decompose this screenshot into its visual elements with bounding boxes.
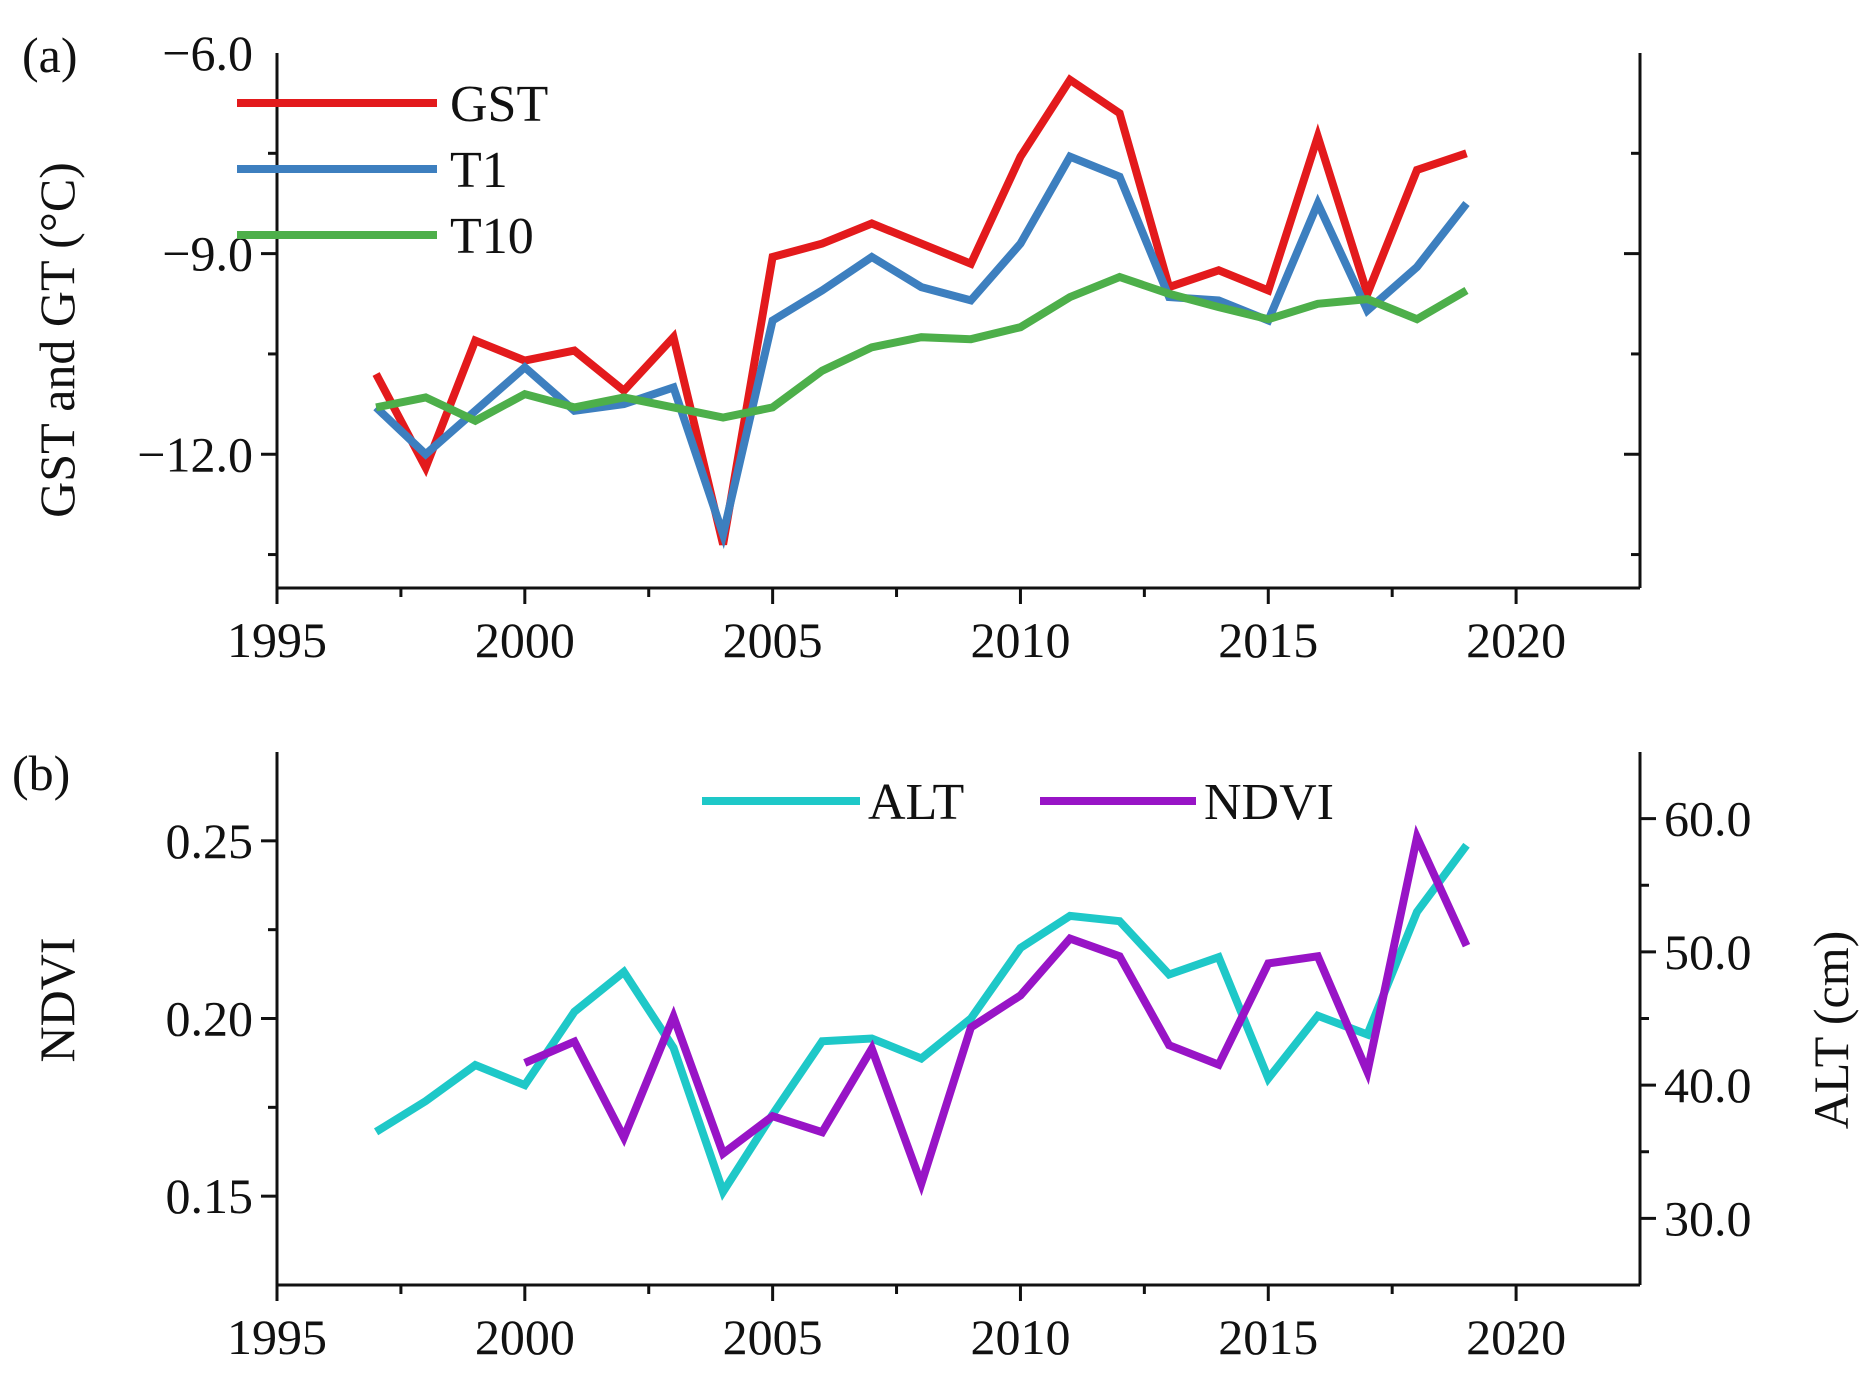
panel-a-legend: GST T1 T10 bbox=[237, 76, 548, 265]
y-tick-label: 0.15 bbox=[166, 1168, 254, 1224]
x-tick-label: 2000 bbox=[475, 1309, 575, 1365]
x-tick-label: 2015 bbox=[1218, 1309, 1318, 1365]
x-tick-label: 2015 bbox=[1218, 612, 1318, 668]
y-tick-label: −12.0 bbox=[137, 426, 253, 482]
x-tick-label: 2005 bbox=[723, 612, 823, 668]
panel-b-right-axis-label: ALT (cm) bbox=[1803, 931, 1859, 1130]
x-tick-label: 2010 bbox=[970, 1309, 1070, 1365]
x-tick-label: 2000 bbox=[475, 612, 575, 668]
x-tick-label: 1995 bbox=[227, 1309, 327, 1365]
y-tick-label: 0.20 bbox=[166, 991, 254, 1047]
panel-a-axes bbox=[275, 53, 1642, 590]
legend-label-t10: T10 bbox=[450, 208, 534, 265]
panel-b-label: (b) bbox=[12, 745, 70, 801]
right-tick-label: 30.0 bbox=[1664, 1190, 1752, 1246]
x-tick-label: 2010 bbox=[970, 612, 1070, 668]
panel-b-y-axis-label: NDVI bbox=[29, 938, 85, 1063]
panel-a-right-ticks bbox=[1624, 151, 1640, 557]
y-tick-label: 0.25 bbox=[166, 813, 254, 869]
panel-a-label: (a) bbox=[22, 27, 78, 83]
legend-label-t1: T1 bbox=[450, 142, 508, 199]
panel-b-right-ticks: 30.0 40.0 50.0 60.0 bbox=[1640, 791, 1752, 1246]
series-line-ndvi bbox=[523, 824, 1471, 1197]
series-line-t1 bbox=[373, 151, 1470, 550]
x-tick-label: 2005 bbox=[723, 1309, 823, 1365]
panel-a-series bbox=[372, 74, 1470, 550]
panel-a-x-ticks: 1995 2000 2005 2010 2015 2020 bbox=[227, 588, 1566, 668]
legend-label-alt: ALT bbox=[868, 774, 964, 831]
panel-b-chart: 1995 2000 2005 2010 2015 2020 0.15 0.20 0.25 30… bbox=[12, 745, 1859, 1365]
series-line-t10 bbox=[375, 272, 1469, 426]
panel-b-x-ticks: 1995 2000 2005 2010 2015 2020 bbox=[227, 1285, 1566, 1365]
panel-b-y-ticks: 0.15 0.20 0.25 bbox=[166, 813, 277, 1224]
legend-label-ndvi: NDVI bbox=[1204, 774, 1334, 831]
panel-a-y-axis-label: GST and GT (°C) bbox=[29, 162, 85, 518]
series-line-alt bbox=[373, 842, 1470, 1201]
right-tick-label: 60.0 bbox=[1664, 791, 1752, 847]
right-tick-label: 50.0 bbox=[1664, 924, 1752, 980]
x-tick-label: 2020 bbox=[1466, 612, 1566, 668]
x-tick-label: 2020 bbox=[1466, 1309, 1566, 1365]
legend-label-gst: GST bbox=[450, 76, 548, 133]
panel-b-series bbox=[373, 824, 1471, 1201]
panel-a-y-ticks: −6.0−9.0−12.0 bbox=[137, 25, 277, 557]
right-tick-label: 40.0 bbox=[1664, 1057, 1752, 1113]
y-tick-label: −6.0 bbox=[162, 25, 253, 81]
panel-a-chart: 1995 2000 2005 2010 2015 2020 −6.0−9.0−12.0 G… bbox=[22, 25, 1642, 668]
x-tick-label: 1995 bbox=[227, 612, 327, 668]
series-line-gst bbox=[372, 74, 1468, 546]
panel-b-legend: ALT NDVI bbox=[702, 774, 1334, 831]
